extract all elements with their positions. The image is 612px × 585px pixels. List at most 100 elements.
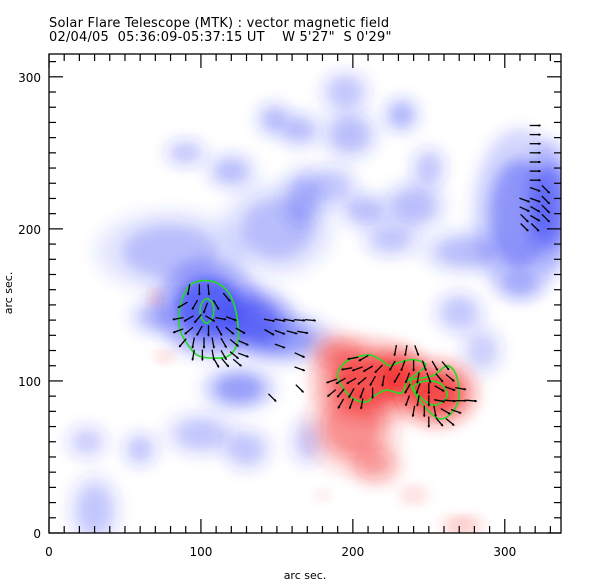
x-axis-label: arc sec. (284, 569, 327, 582)
field-vector-head (474, 399, 477, 403)
field-vector-head (463, 388, 466, 391)
field-vector-head (233, 318, 236, 321)
x-tick-label: 100 (189, 545, 212, 559)
field-vector-head (302, 319, 305, 322)
field-vector-head (416, 353, 420, 356)
field-vector-head (191, 345, 194, 348)
contour-layer (178, 279, 461, 420)
field-vector-head (537, 189, 540, 192)
field-vector-head (415, 391, 418, 394)
negative-field-core (252, 321, 317, 356)
field-vector-head (216, 307, 220, 310)
field-vector-head (348, 357, 351, 360)
field-vector-head (427, 391, 430, 394)
field-vector-head (537, 142, 541, 145)
field-vector-head (272, 319, 275, 322)
field-vector-head (451, 379, 455, 382)
negative-field-core (138, 304, 173, 330)
vector-layer (172, 124, 551, 428)
x-tick-labels: 0 100 200 300 (45, 545, 516, 559)
field-vector-head (184, 319, 187, 322)
field-vector-head (202, 345, 206, 348)
field-vector-head (369, 383, 372, 386)
field-vector-head (327, 394, 330, 397)
field-vector-head (245, 343, 249, 346)
field-vector-head (374, 370, 378, 373)
negative-field-core (328, 77, 363, 107)
y-tick-label: 300 (18, 71, 41, 85)
negative-field-core (436, 237, 498, 267)
field-vector-head (224, 345, 227, 348)
negative-field-core (389, 102, 414, 127)
field-vector-head (416, 380, 419, 383)
field-vector-head (411, 414, 415, 417)
y-tick-label: 100 (18, 375, 41, 389)
field-vector-head (537, 133, 541, 136)
field-vector-head (179, 344, 182, 347)
field-vector-head (393, 380, 397, 383)
negative-field-core (391, 189, 436, 224)
negative-field-core (214, 373, 264, 404)
field-vector-head (346, 381, 350, 384)
field-vector-head (194, 320, 197, 323)
positive-field-core (150, 292, 161, 303)
observation-date: 02/04/05 (49, 30, 109, 45)
field-vector-head (228, 299, 231, 302)
positive-field-core (317, 491, 328, 499)
negative-field-core (288, 176, 318, 221)
field-vector-head (239, 364, 242, 367)
field-vector-head (198, 292, 201, 295)
field-vector-head (357, 382, 361, 385)
axis-ticks (48, 54, 561, 534)
field-vector-head (226, 364, 229, 367)
field-vector-head (360, 406, 363, 409)
field-vector-head (446, 367, 450, 370)
field-vector-head (405, 403, 408, 406)
field-vector-head (302, 369, 305, 372)
field-vector-head (537, 209, 540, 213)
field-vector-head (196, 333, 199, 336)
field-vector-head (274, 399, 277, 402)
negative-field-core (171, 143, 201, 163)
field-vector-head (527, 200, 530, 203)
field-vector-head (271, 333, 274, 336)
contour-negative-inner (199, 297, 215, 324)
field-vector-head (435, 368, 438, 371)
negative-field-core (77, 485, 112, 533)
field-vector-head (184, 332, 187, 335)
field-vector-head (224, 357, 227, 360)
positive-field-core (357, 449, 394, 480)
field-vector-head (393, 353, 396, 356)
negative-field-core (72, 429, 102, 454)
positive-field-core (158, 352, 171, 361)
positive-field-core (318, 338, 358, 369)
contour-positive-left (336, 354, 427, 404)
field-vector-head (451, 423, 455, 426)
field-vector-head (187, 292, 190, 295)
field-vector-head (336, 381, 339, 384)
negative-field-core (229, 434, 264, 464)
field-vector-head (352, 369, 355, 372)
field-vector-head (191, 307, 194, 310)
field-vector-head (547, 219, 550, 223)
negative-field-core (285, 117, 315, 143)
negative-field-core (416, 153, 441, 183)
negative-field-core (442, 297, 477, 328)
negative-field-core (128, 437, 153, 462)
field-vector-head (348, 406, 352, 409)
field-vector-head (429, 380, 432, 383)
field-vector-head (173, 318, 176, 321)
field-vector-head (537, 124, 541, 127)
chart-subtitle: 02/04/05 05:36:09-05:37:15 UT W 5'27" S … (49, 31, 392, 45)
field-vector-head (404, 353, 407, 356)
y-tick-label: 200 (18, 223, 41, 237)
field-vector-head (537, 151, 541, 154)
field-vector-head (191, 357, 194, 360)
x-tick-label: 300 (493, 545, 516, 559)
field-vector-head (404, 390, 407, 393)
field-vector-head (547, 191, 550, 194)
field-vector-head (400, 368, 403, 371)
field-vector-head (526, 209, 530, 212)
negative-field-core (533, 163, 561, 249)
